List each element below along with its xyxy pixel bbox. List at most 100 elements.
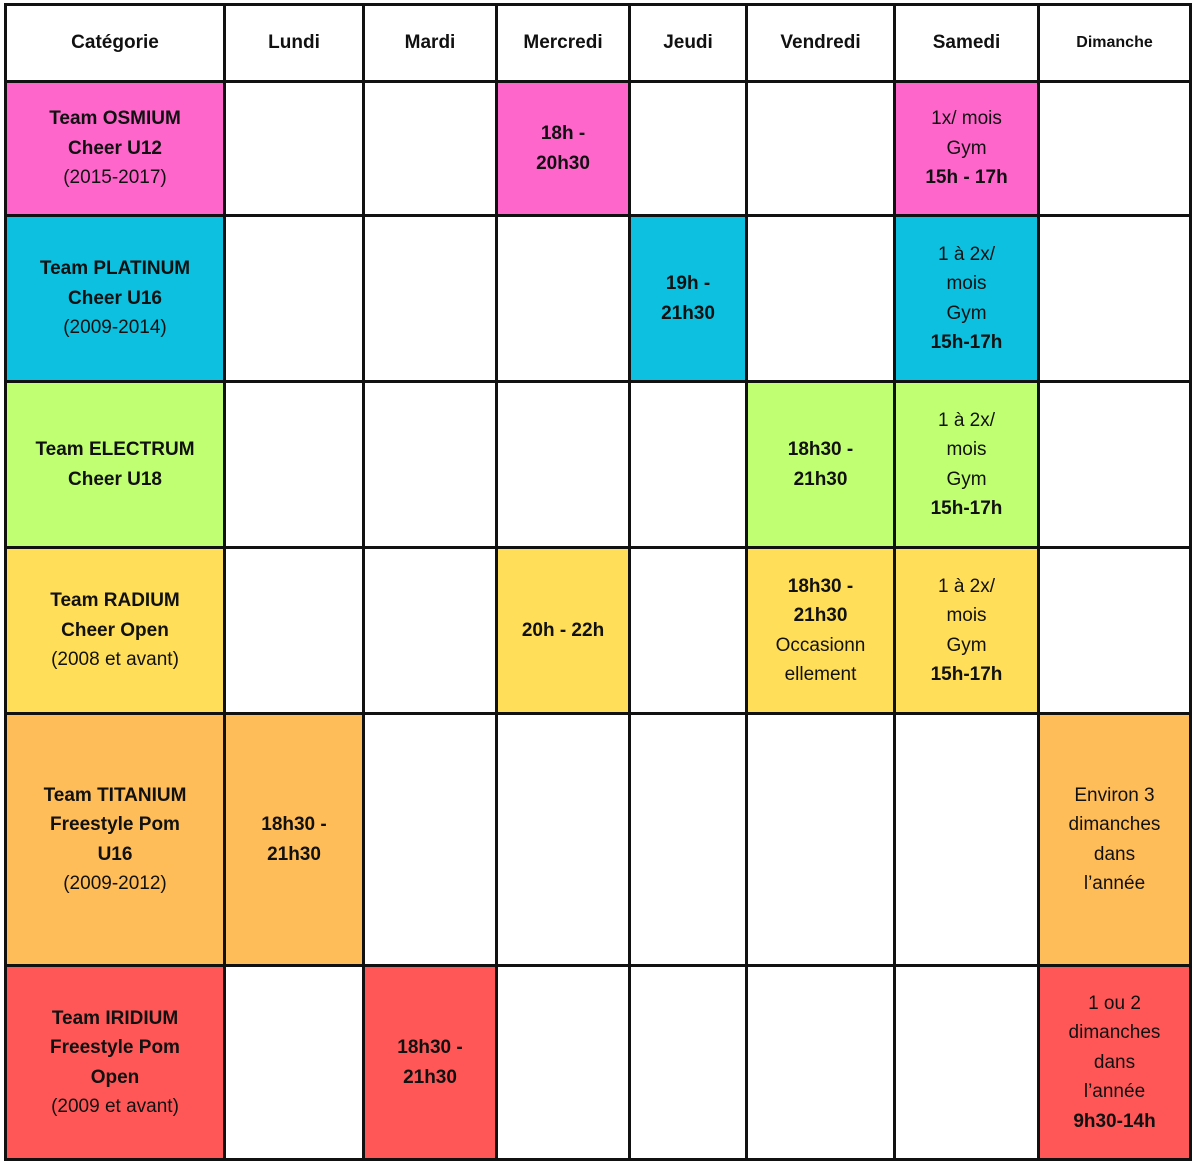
schedule-cell-lundi <box>223 964 365 1161</box>
header-vendredi: Vendredi <box>745 3 896 83</box>
schedule-cell-mercredi <box>495 214 631 383</box>
schedule-cell-jeudi <box>628 380 748 549</box>
schedule-cell-samedi <box>893 712 1040 967</box>
schedule-cell-dimanche <box>1037 380 1192 549</box>
team-row-platinum: Team PLATINUM Cheer U16 (2009-2014) 19h - 21… <box>4 214 1192 383</box>
time-line: 21h30 <box>793 468 848 490</box>
time-line: Gym <box>946 137 987 159</box>
time-line: Environ 3 <box>1074 784 1155 806</box>
time-line: dimanches <box>1068 1022 1161 1044</box>
category-line: Team OSMIUM <box>49 108 181 130</box>
time-line: ellement <box>784 664 857 685</box>
header-samedi: Samedi <box>893 3 1040 83</box>
schedule-cell-jeudi: 19h - 21h30 <box>628 214 748 383</box>
schedule-cell-vendredi <box>745 214 896 383</box>
schedule-cell-mercredi: 20h - 22h <box>495 546 631 715</box>
time-line: 21h30 <box>661 302 715 324</box>
time-line: mois <box>946 605 987 626</box>
category-line: Cheer U18 <box>68 468 162 490</box>
header-jeudi: Jeudi <box>628 3 748 83</box>
schedule-cell-dimanche: Environ 3 dimanches dans l’année <box>1037 712 1192 967</box>
schedule-cell-mardi: 18h30 - 21h30 <box>362 964 498 1161</box>
time-line: 1 à 2x/ <box>937 575 996 597</box>
time-line: 15h-17h <box>930 664 1003 685</box>
category-line: Cheer U12 <box>68 137 162 159</box>
schedule-cell-jeudi <box>628 546 748 715</box>
header-mercredi: Mercredi <box>495 3 631 83</box>
schedule-cell-vendredi: 18h30 - 21h30 <box>745 380 896 549</box>
schedule-cell-samedi <box>893 964 1040 1161</box>
schedule-cell-mardi <box>362 546 498 715</box>
time-line: Occasionn <box>775 634 866 656</box>
header-categorie: Catégorie <box>4 3 226 83</box>
schedule-cell-vendredi <box>745 80 896 217</box>
time-line: mois <box>946 439 987 460</box>
schedule-cell-samedi: 1x/ mois Gym 15h - 17h <box>893 80 1040 217</box>
category-line: Team PLATINUM <box>39 258 191 280</box>
schedule-cell-mercredi: 18h - 20h30 <box>495 80 631 217</box>
time-line: Gym <box>946 634 987 656</box>
schedule-cell-mardi <box>362 80 498 217</box>
time-line: 1 à 2x/ <box>937 409 996 431</box>
time-line: Gym <box>946 468 987 490</box>
time-line: 15h - 17h <box>925 167 1008 189</box>
time-line: 18h - <box>540 123 586 144</box>
time-line: 18h30 - <box>787 439 854 460</box>
time-line: 20h - 22h <box>521 619 605 641</box>
time-line: 21h30 <box>793 605 848 626</box>
category-cell: Team PLATINUM Cheer U16 (2009-2014) <box>4 214 226 383</box>
time-line: dans <box>1093 843 1136 865</box>
category-line: (2015-2017) <box>63 167 167 189</box>
team-row-titanium: Team TITANIUM Freestyle Pom U16 (2009-2012)… <box>4 712 1192 967</box>
header-lundi: Lundi <box>223 3 365 83</box>
schedule-cell-dimanche <box>1037 214 1192 383</box>
schedule-cell-lundi <box>223 380 365 549</box>
schedule-cell-vendredi <box>745 712 896 967</box>
category-line: Cheer Open <box>61 619 169 641</box>
schedule-cell-mercredi <box>495 712 631 967</box>
category-cell: Team RADIUM Cheer Open (2008 et avant) <box>4 546 226 715</box>
category-line: Cheer U16 <box>68 287 162 309</box>
schedule-cell-mercredi <box>495 380 631 549</box>
team-row-osmium: Team OSMIUM Cheer U12 (2015-2017) 18h - 20h3… <box>4 80 1192 217</box>
category-cell: Team TITANIUM Freestyle Pom U16 (2009-2012) <box>4 712 226 967</box>
team-row-iridium: Team IRIDIUM Freestyle Pom Open (2009 et av… <box>4 964 1192 1161</box>
time-line: dans <box>1093 1051 1136 1073</box>
schedule-cell-lundi: 18h30 - 21h30 <box>223 712 365 967</box>
schedule-cell-jeudi <box>628 964 748 1161</box>
time-line: 1 à 2x/ <box>937 243 996 265</box>
schedule-cell-samedi: 1 à 2x/mois Gym 15h-17h <box>893 546 1040 715</box>
category-line: Team RADIUM <box>50 590 180 612</box>
category-line: Team TITANIUM <box>43 784 187 806</box>
category-line: Freestyle Pom <box>50 814 180 835</box>
time-line: Gym <box>946 302 987 324</box>
team-row-electrum: Team ELECTRUM Cheer U18 18h30 - 21h30 1 à 2x… <box>4 380 1192 549</box>
header-row: Catégorie Lundi Mardi Mercredi Jeudi Ven… <box>4 3 1192 83</box>
time-line: 19h - <box>665 273 711 294</box>
category-cell: Team ELECTRUM Cheer U18 <box>4 380 226 549</box>
time-line: 18h30 - <box>397 1037 463 1058</box>
category-line: Team ELECTRUM <box>35 439 195 460</box>
schedule-cell-dimanche <box>1037 80 1192 217</box>
header-dimanche: Dimanche <box>1037 3 1192 83</box>
schedule-cell-dimanche <box>1037 546 1192 715</box>
time-line: mois <box>946 273 987 294</box>
time-line: 20h30 <box>536 152 590 174</box>
schedule-cell-mardi <box>362 214 498 383</box>
time-line: 15h-17h <box>930 332 1003 353</box>
schedule-cell-samedi: 1 à 2x/mois Gym 15h-17h <box>893 214 1040 383</box>
time-line: dimanches <box>1068 814 1161 835</box>
header-mardi: Mardi <box>362 3 498 83</box>
schedule-cell-lundi <box>223 546 365 715</box>
time-line: 18h30 - <box>787 575 854 597</box>
category-cell: Team OSMIUM Cheer U12 (2015-2017) <box>4 80 226 217</box>
time-line: l’année <box>1083 1081 1146 1103</box>
schedule-cell-mercredi <box>495 964 631 1161</box>
category-line: (2009 et avant) <box>51 1096 179 1117</box>
category-line: Freestyle Pom <box>50 1037 180 1058</box>
category-cell: Team IRIDIUM Freestyle Pom Open (2009 et av… <box>4 964 226 1161</box>
team-row-radium: Team RADIUM Cheer Open (2008 et avant) 20h … <box>4 546 1192 715</box>
schedule-table: Catégorie Lundi Mardi Mercredi Jeudi Ven… <box>4 3 1192 1161</box>
category-line: Open <box>90 1066 140 1088</box>
time-line: 9h30-14h <box>1073 1110 1156 1132</box>
